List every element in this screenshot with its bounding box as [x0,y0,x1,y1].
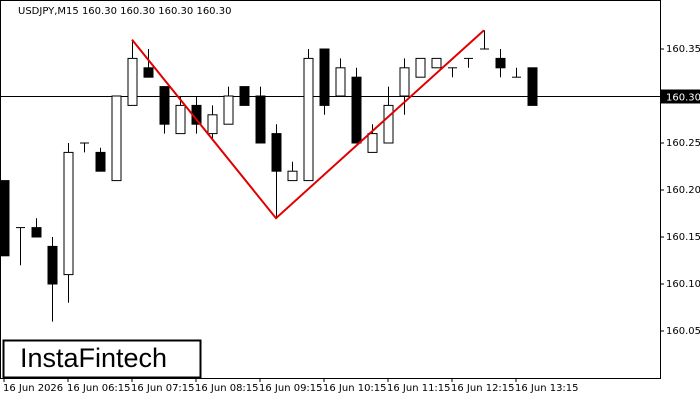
candle-body [527,67,538,106]
candle-body [495,57,506,69]
logo: InstaFintech [20,343,167,373]
candle-body [239,86,250,106]
candle-body [111,95,122,182]
candle-body [383,104,394,144]
x-tick-label: 16 Jun 13:15 [515,383,579,394]
pattern-line [131,29,485,220]
candle-body [431,57,442,69]
candle-body [319,48,330,106]
y-tick-label: 160.20 [666,185,700,196]
candle-body [207,114,218,135]
candle-body [399,67,410,97]
plot-frame [0,0,661,379]
candle-body [367,133,378,153]
candle-body [351,76,362,144]
candle-body [143,67,154,78]
plot [1,29,660,322]
y-tick-label: 160.15 [666,232,700,243]
candle-body [159,86,170,125]
candle-body [31,227,42,238]
current-price-box [661,89,700,104]
x-tick-label: 16 Jun 06:15 [67,383,131,394]
candle-body [303,57,314,182]
x-tick-label: 16 Jun 12:15 [451,383,515,394]
candle-body [415,57,426,78]
candle-body [255,95,266,144]
candle-body [95,151,106,172]
candle-body [223,95,234,125]
y-tick-label: 160.10 [666,279,700,290]
x-tick-label: 16 Jun 08:15 [195,383,259,394]
x-tick-label: 16 Jun 10:15 [323,383,387,394]
y-tick-label: 160.25 [666,138,700,149]
candle-body [287,170,298,182]
candle-body [175,104,186,135]
candle-body [271,133,282,172]
x-tick-label: 16 Jun 2026 [3,383,63,394]
chart-title: USDJPY,M15 160.30 160.30 160.30 160.30 [18,6,231,17]
logo-box [2,339,202,379]
candle-body [1,180,10,257]
x-tick-label: 16 Jun 07:15 [131,383,195,394]
candle-body [47,245,58,285]
candle-body [127,57,138,106]
x-tick-label: 16 Jun 09:15 [259,383,323,394]
candle-body [335,67,346,97]
candle-body [63,151,74,276]
x-tick-label: 16 Jun 11:15 [387,383,451,394]
current-price-label: 160.30 [666,93,700,104]
y-tick-label: 160.05 [666,326,700,337]
y-tick-label: 160.35 [666,44,700,55]
